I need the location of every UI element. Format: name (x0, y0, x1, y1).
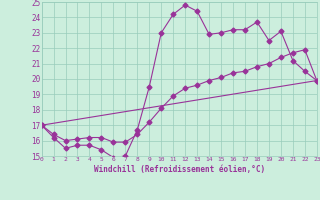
X-axis label: Windchill (Refroidissement éolien,°C): Windchill (Refroidissement éolien,°C) (94, 165, 265, 174)
